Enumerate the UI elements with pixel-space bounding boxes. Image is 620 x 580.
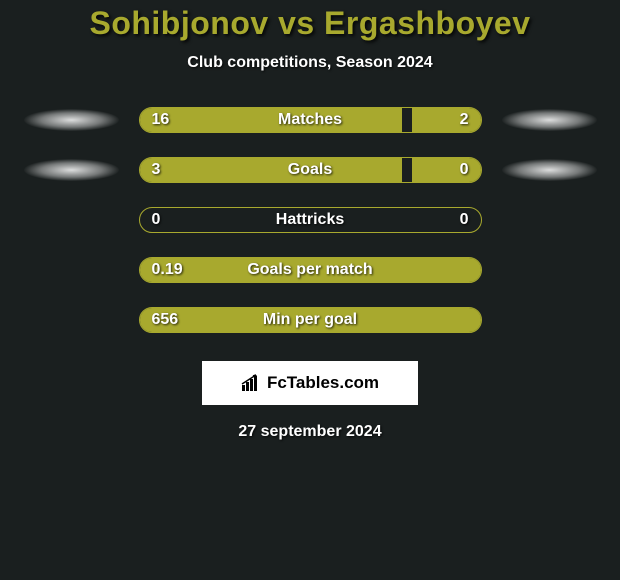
page-title: Sohibjonov vs Ergashboyev xyxy=(0,5,620,42)
stat-label: Goals per match xyxy=(247,261,372,279)
stat-row: 656 Min per goal xyxy=(0,307,620,333)
bar-segment-right xyxy=(412,158,480,182)
glow-right xyxy=(502,109,597,131)
stat-row: 3 Goals 0 xyxy=(0,157,620,183)
bar-segment-left xyxy=(140,108,403,132)
logo-text: FcTables.com xyxy=(241,373,379,393)
stat-bar: 656 Min per goal xyxy=(139,307,482,333)
bar-segment-right xyxy=(412,108,480,132)
stat-row: 16 Matches 2 xyxy=(0,107,620,133)
value-left: 16 xyxy=(152,111,170,129)
value-left: 0 xyxy=(152,211,161,229)
logo-label: FcTables.com xyxy=(267,373,379,393)
value-right: 0 xyxy=(460,211,469,229)
stat-label: Hattricks xyxy=(276,211,344,229)
bar-chart-icon xyxy=(241,374,261,392)
stat-label: Goals xyxy=(288,161,332,179)
stat-label: Min per goal xyxy=(263,311,357,329)
stats-rows: 16 Matches 2 3 Goals 0 0 Hattricks 0 0.19 Goals pe… xyxy=(0,107,620,333)
glow-right xyxy=(502,159,597,181)
comparison-container: Sohibjonov vs Ergashboyev Club competiti… xyxy=(0,0,620,441)
value-left: 3 xyxy=(152,161,161,179)
stat-bar: 0.19 Goals per match xyxy=(139,257,482,283)
stat-bar: 0 Hattricks 0 xyxy=(139,207,482,233)
stat-row: 0 Hattricks 0 xyxy=(0,207,620,233)
page-subtitle: Club competitions, Season 2024 xyxy=(0,54,620,72)
value-right: 2 xyxy=(460,111,469,129)
stat-bar: 3 Goals 0 xyxy=(139,157,482,183)
stat-bar: 16 Matches 2 xyxy=(139,107,482,133)
value-left: 656 xyxy=(152,311,179,329)
value-right: 0 xyxy=(460,161,469,179)
glow-left xyxy=(24,109,119,131)
bar-segment-left xyxy=(140,158,403,182)
stat-label: Matches xyxy=(278,111,342,129)
glow-left xyxy=(24,159,119,181)
logo-box[interactable]: FcTables.com xyxy=(202,361,418,405)
stat-row: 0.19 Goals per match xyxy=(0,257,620,283)
date-text: 27 september 2024 xyxy=(0,423,620,441)
value-left: 0.19 xyxy=(152,261,183,279)
